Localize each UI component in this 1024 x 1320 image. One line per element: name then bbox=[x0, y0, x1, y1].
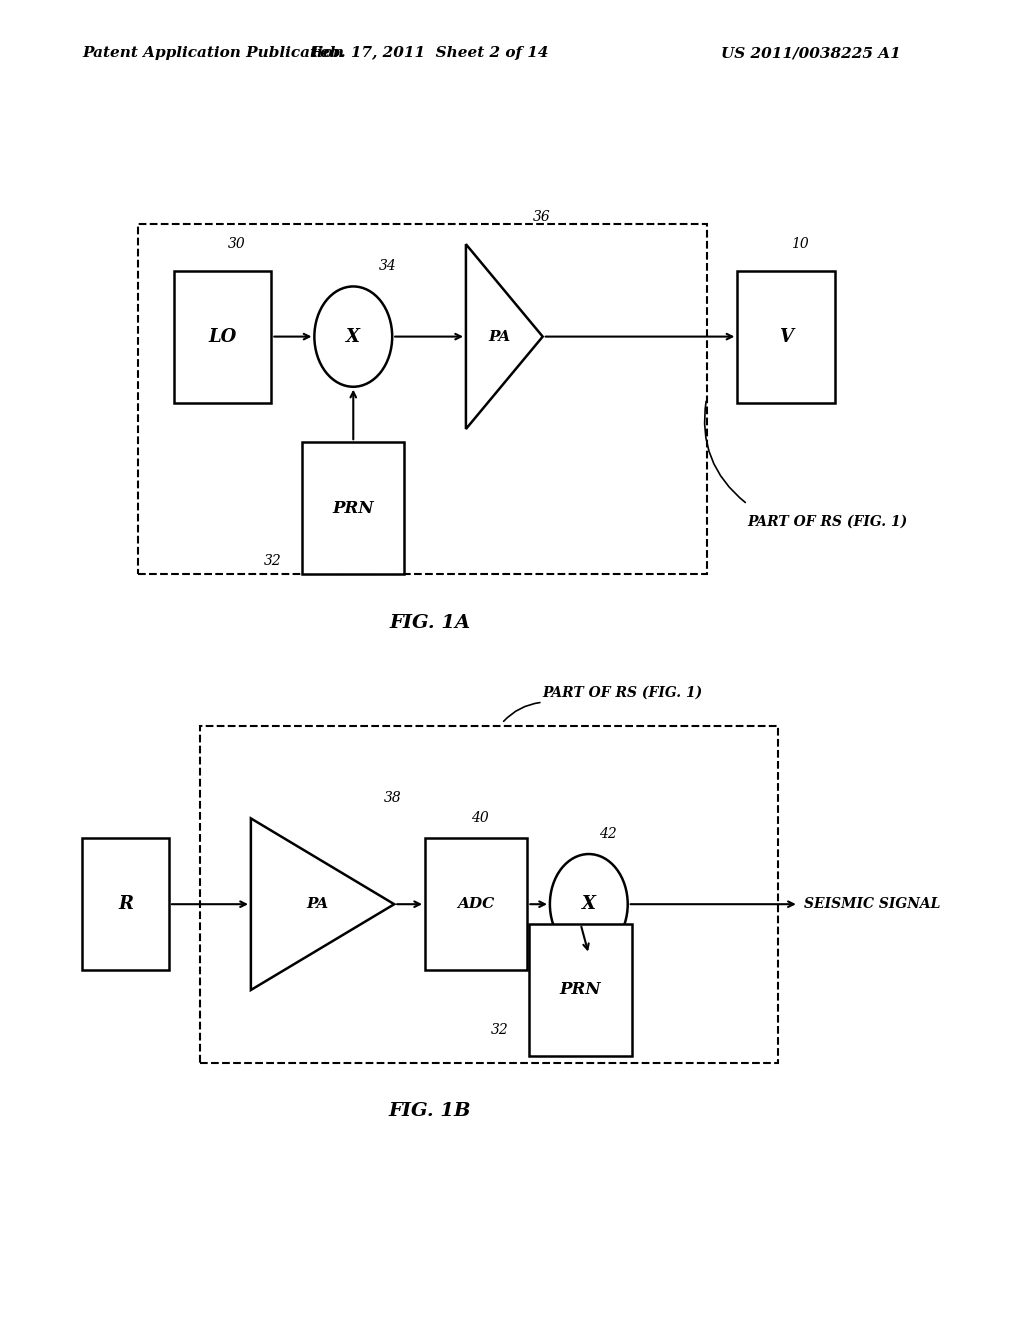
Text: 36: 36 bbox=[532, 210, 550, 224]
Text: PA: PA bbox=[488, 330, 510, 343]
Polygon shape bbox=[251, 818, 394, 990]
Bar bbox=[82, 838, 169, 970]
Bar bbox=[425, 838, 527, 970]
Text: FIG. 1B: FIG. 1B bbox=[389, 1102, 471, 1121]
Bar bbox=[529, 924, 632, 1056]
Text: PA: PA bbox=[306, 898, 329, 911]
Bar bbox=[302, 442, 404, 574]
Text: LO: LO bbox=[209, 327, 237, 346]
Circle shape bbox=[550, 854, 628, 954]
Text: ADC: ADC bbox=[458, 898, 495, 911]
Text: V: V bbox=[779, 327, 793, 346]
Text: 40: 40 bbox=[471, 810, 488, 825]
Text: 30: 30 bbox=[228, 236, 246, 251]
Text: PRN: PRN bbox=[333, 500, 374, 516]
Polygon shape bbox=[466, 244, 543, 429]
Text: 42: 42 bbox=[599, 826, 616, 841]
Text: R: R bbox=[118, 895, 133, 913]
Text: X: X bbox=[346, 327, 360, 346]
Text: 32: 32 bbox=[492, 1023, 509, 1036]
Bar bbox=[737, 271, 835, 403]
Text: 34: 34 bbox=[379, 259, 396, 273]
Text: Patent Application Publication: Patent Application Publication bbox=[82, 46, 344, 61]
Text: US 2011/0038225 A1: US 2011/0038225 A1 bbox=[721, 46, 901, 61]
Circle shape bbox=[314, 286, 392, 387]
Text: X: X bbox=[582, 895, 596, 913]
Text: PART OF RS (FIG. 1): PART OF RS (FIG. 1) bbox=[543, 685, 702, 700]
Text: PRN: PRN bbox=[560, 982, 601, 998]
Text: 10: 10 bbox=[791, 236, 809, 251]
Bar bbox=[200, 726, 778, 1063]
Text: SEISMIC SIGNAL: SEISMIC SIGNAL bbox=[804, 898, 940, 911]
Text: Feb. 17, 2011  Sheet 2 of 14: Feb. 17, 2011 Sheet 2 of 14 bbox=[311, 46, 549, 61]
Text: 38: 38 bbox=[384, 791, 401, 805]
Text: PART OF RS (FIG. 1): PART OF RS (FIG. 1) bbox=[748, 515, 907, 528]
Bar bbox=[174, 271, 271, 403]
Text: FIG. 1A: FIG. 1A bbox=[389, 614, 471, 632]
Bar bbox=[138, 224, 707, 574]
Text: 32: 32 bbox=[264, 554, 282, 568]
